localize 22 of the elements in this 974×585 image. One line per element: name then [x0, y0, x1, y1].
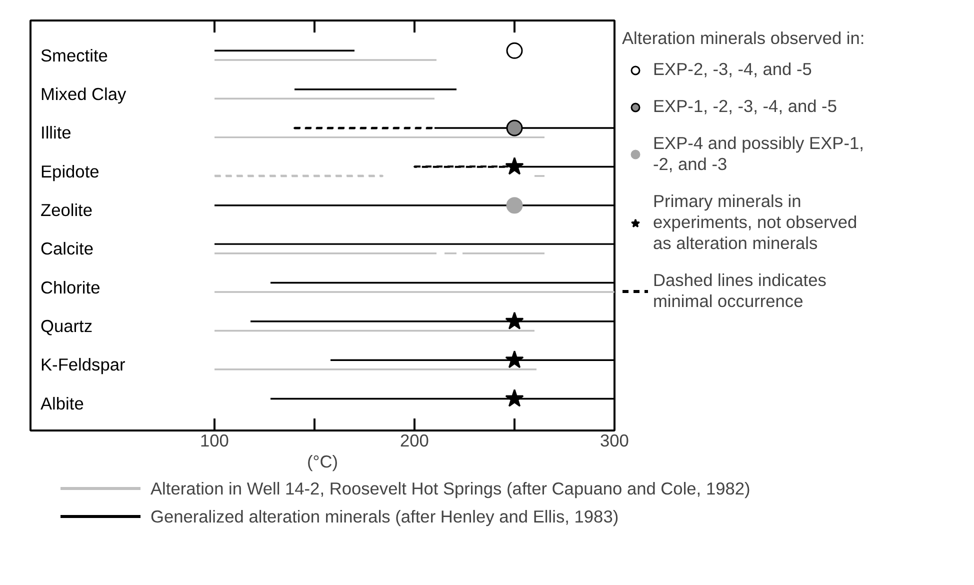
legend-label: Alteration in Well 14-2, Roosevelt Hot Springs (after Capuano and Cole, 1982): [150, 478, 750, 498]
y-tick-label: Quartz: [40, 316, 93, 336]
y-tick-label: Albite: [40, 393, 84, 414]
x-tick-label: 300: [600, 430, 629, 450]
y-tick-label: Smectite: [40, 45, 108, 66]
legend-label: Primary minerals in experiments, not observed as alteration minerals: [653, 191, 858, 254]
y-tick-label: Zeolite: [40, 200, 93, 220]
legend-label: EXP-2, -3, -4, and -5: [653, 59, 812, 80]
x-axis-title: (°C): [307, 452, 338, 472]
x-tick-label: 100: [200, 430, 229, 450]
y-tick-label: Mixed Clay: [40, 84, 127, 104]
legend-label: Generalized alteration minerals (after Henley and Ellis, 1983): [150, 506, 619, 526]
y-tick-label: Chlorite: [40, 277, 100, 298]
y-tick-label: Epidote: [40, 161, 100, 182]
legend-label: EXP-4 and possibly EXP-1, -2, and -3: [653, 133, 864, 175]
legend-label: EXP-1, -2, -3, -4, and -5: [653, 96, 837, 117]
y-tick-label: Illite: [40, 122, 72, 143]
legend-title: Alteration minerals observed in:: [622, 28, 865, 49]
legend-label: Dashed lines indicates minimal occurrence: [653, 270, 826, 312]
y-tick-label: Calcite: [40, 238, 94, 259]
x-tick-label: 200: [400, 430, 429, 450]
y-tick-label: K-Feldspar: [40, 354, 126, 375]
